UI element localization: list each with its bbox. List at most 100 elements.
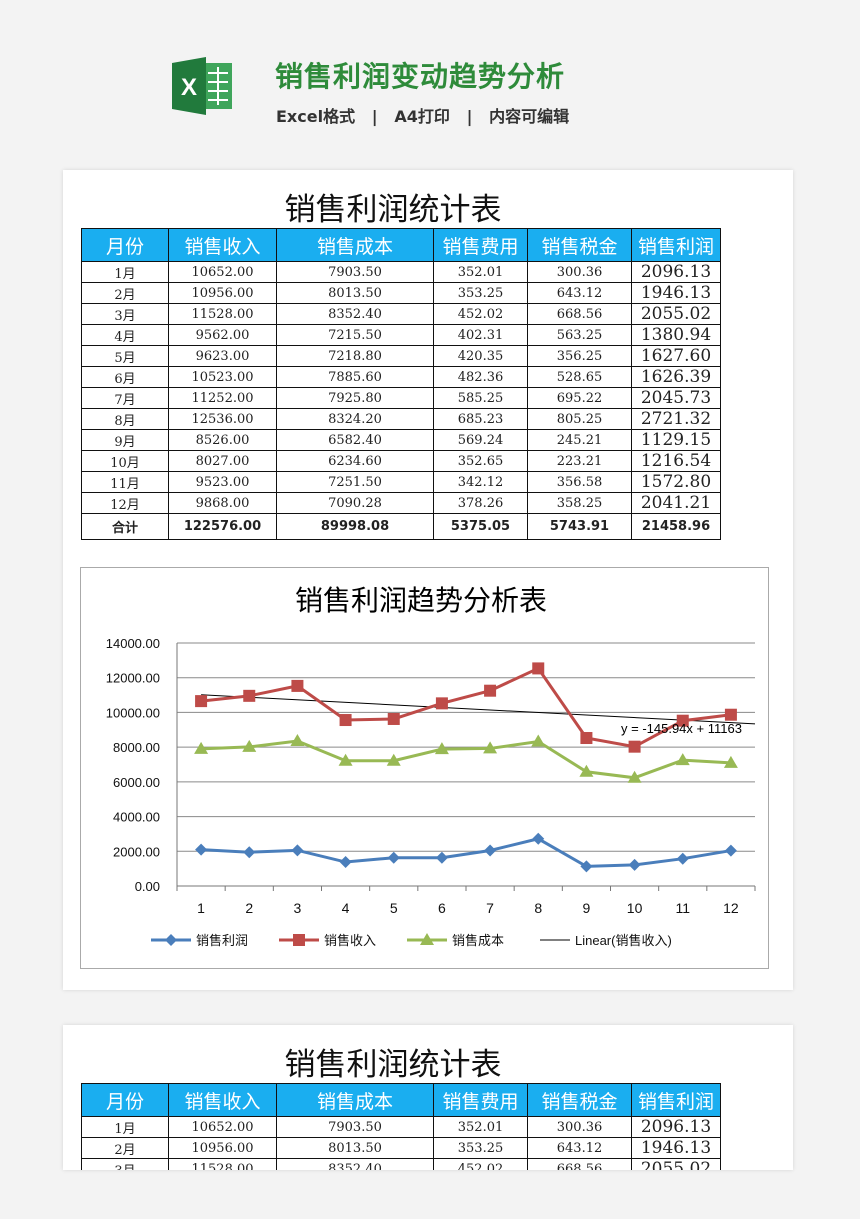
profit-table-2: 月份 销售收入 销售成本 销售费用 销售税金 销售利润 1月 10652.00 7903.50 3… xyxy=(81,1083,721,1170)
total-cell: 21458.96 xyxy=(631,513,721,540)
table-cell: 7251.50 xyxy=(276,471,434,493)
data-point xyxy=(195,695,208,708)
table-cell: 1380.94 xyxy=(631,324,721,346)
y-tick-label: 8000.00 xyxy=(113,740,160,755)
table-cell: 356.25 xyxy=(527,345,632,367)
table-cell: 2721.32 xyxy=(631,408,721,430)
table-cell: 7903.50 xyxy=(276,261,434,283)
table-cell: 9868.00 xyxy=(168,492,277,514)
table-cell: 685.23 xyxy=(433,408,528,430)
x-tick-label: 11 xyxy=(675,900,690,916)
column-header: 月份 xyxy=(81,1083,169,1117)
x-tick-label: 4 xyxy=(342,900,350,916)
total-cell: 89998.08 xyxy=(276,513,434,540)
series-line-0 xyxy=(201,837,732,868)
table-cell: 7925.80 xyxy=(276,387,434,409)
table-cell: 10652.00 xyxy=(168,261,277,283)
table-cell: 585.25 xyxy=(433,387,528,409)
table-cell: 12月 xyxy=(81,492,169,514)
table-cell: 11528.00 xyxy=(168,303,277,325)
table-row: 2月 10956.00 8013.50 353.25 643.12 1946.13 xyxy=(81,282,721,304)
table-row: 12月 9868.00 7090.28 378.26 358.25 2041.21 xyxy=(81,492,721,514)
data-point xyxy=(291,679,304,692)
table-cell: 2月 xyxy=(81,1137,169,1159)
data-point xyxy=(435,697,448,710)
table-cell: 245.21 xyxy=(527,429,632,451)
total-cell: 122576.00 xyxy=(168,513,277,540)
legend-label: 销售成本 xyxy=(452,933,504,948)
table-cell: 805.25 xyxy=(527,408,632,430)
data-point xyxy=(387,851,400,864)
table-cell: 1626.39 xyxy=(631,366,721,388)
data-point xyxy=(484,844,497,857)
table-cell: 3月 xyxy=(81,1158,169,1170)
legend-marker xyxy=(165,934,177,946)
table-cell: 7215.50 xyxy=(276,324,434,346)
table-cell: 2055.02 xyxy=(631,303,721,325)
column-header: 销售利润 xyxy=(631,228,721,262)
table-cell: 6234.60 xyxy=(276,450,434,472)
legend-marker xyxy=(293,934,305,946)
table-cell: 7903.50 xyxy=(276,1116,434,1138)
table-cell: 356.58 xyxy=(527,471,632,493)
table-cell: 668.56 xyxy=(527,303,632,325)
table-cell: 8027.00 xyxy=(168,450,277,472)
table-cell: 452.02 xyxy=(433,303,528,325)
trendline-equation: y = -145.94x + 11163 xyxy=(621,721,742,736)
data-point xyxy=(243,846,256,859)
table-cell: 300.36 xyxy=(527,261,632,283)
data-point xyxy=(676,714,689,727)
table-cell: 9623.00 xyxy=(168,345,277,367)
table-cell: 352.01 xyxy=(433,1116,528,1138)
data-point xyxy=(194,741,209,754)
y-tick-label: 12000.00 xyxy=(106,671,160,686)
table-cell: 482.36 xyxy=(433,366,528,388)
table-cell: 7885.60 xyxy=(276,366,434,388)
table-cell: 668.56 xyxy=(527,1158,632,1170)
table-cell: 342.12 xyxy=(433,471,528,493)
y-tick-label: 14000.00 xyxy=(106,636,160,651)
table-cell: 300.36 xyxy=(527,1116,632,1138)
chart-title: 销售利润趋势分析表 xyxy=(295,584,547,617)
y-tick-label: 2000.00 xyxy=(113,844,160,859)
series-line-2 xyxy=(201,739,732,780)
data-point xyxy=(290,734,305,747)
data-point xyxy=(628,858,641,871)
data-point xyxy=(628,740,641,753)
x-tick-label: 10 xyxy=(627,900,643,916)
table-cell: 452.02 xyxy=(433,1158,528,1170)
table-title-2: 销售利润统计表 xyxy=(284,1047,502,1083)
table-cell: 1572.80 xyxy=(631,471,721,493)
data-point xyxy=(580,860,593,873)
svg-text:X: X xyxy=(181,74,197,101)
table-cell: 2096.13 xyxy=(631,1116,721,1138)
profit-table: 月份 销售收入 销售成本 销售费用 销售税金 销售利润 1月 10652.00 7903.50 3… xyxy=(81,228,721,540)
page-title: 销售利润变动趋势分析 xyxy=(275,60,566,93)
y-tick-label: 6000.00 xyxy=(113,775,160,790)
data-point xyxy=(195,843,208,856)
table-cell: 353.25 xyxy=(433,282,528,304)
data-point xyxy=(627,770,642,783)
table-cell: 1216.54 xyxy=(631,450,721,472)
table-cell: 2月 xyxy=(81,282,169,304)
table-cell: 402.31 xyxy=(433,324,528,346)
table-cell: 7月 xyxy=(81,387,169,409)
table-cell: 8352.40 xyxy=(276,303,434,325)
data-point xyxy=(387,712,400,725)
table-row: 7月 11252.00 7925.80 585.25 695.22 2045.73 xyxy=(81,387,721,409)
data-point xyxy=(723,755,738,768)
column-header: 销售成本 xyxy=(276,228,434,262)
data-point xyxy=(724,844,737,857)
page-subtitle: Excel格式 | A4打印 | 内容可编辑 xyxy=(276,107,570,126)
data-point xyxy=(675,753,690,766)
table-cell: 8013.50 xyxy=(276,282,434,304)
x-tick-label: 7 xyxy=(486,900,494,916)
data-point xyxy=(243,689,256,702)
data-point xyxy=(339,856,352,869)
data-point xyxy=(339,714,352,727)
column-header: 销售费用 xyxy=(433,1083,528,1117)
table-cell: 378.26 xyxy=(433,492,528,514)
table-cell: 643.12 xyxy=(527,282,632,304)
legend-marker xyxy=(420,933,434,945)
